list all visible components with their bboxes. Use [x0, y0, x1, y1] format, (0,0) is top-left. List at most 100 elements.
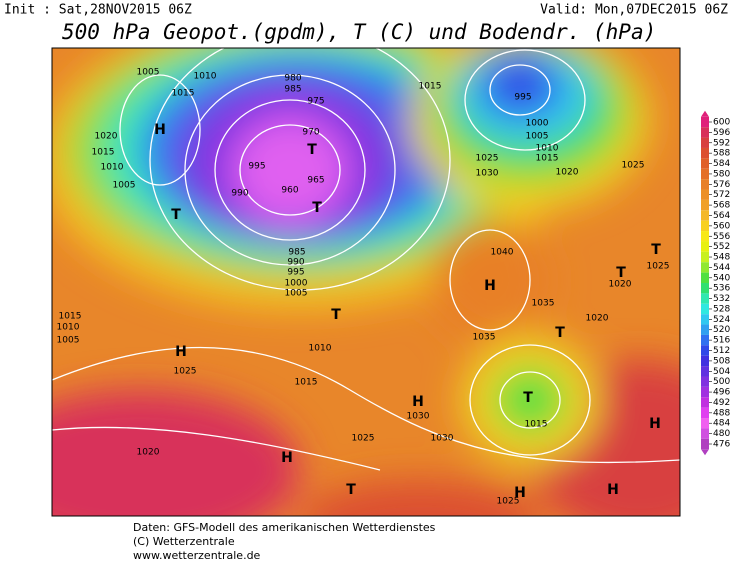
pressure-label: 1015: [59, 312, 82, 322]
valid-time: Valid: Mon,07DEC2015 06Z: [540, 3, 728, 18]
colorbar-swatch: [701, 262, 709, 273]
colorbar-swatch: [701, 241, 709, 252]
pressure-label: 1015: [172, 89, 195, 99]
pressure-label: 1040: [491, 248, 514, 258]
pressure-label: 1015: [419, 82, 442, 92]
pressure-label: 1025: [647, 262, 670, 272]
pressure-label: 1030: [407, 412, 430, 422]
pressure-label: 1010: [57, 323, 80, 333]
footer-line: (C) Wetterzentrale: [133, 535, 235, 548]
colorbar-label: 568: [713, 201, 730, 211]
colorbar-swatch: [701, 137, 709, 148]
pressure-label: 1010: [101, 163, 124, 173]
pressure-label: 1020: [586, 314, 609, 324]
pressure-label: 1020: [137, 448, 160, 458]
colorbar-label: 536: [713, 284, 730, 294]
pressure-label: 1025: [622, 161, 645, 171]
footer-line: Daten: GFS-Modell des amerikanischen Wet…: [133, 521, 436, 534]
colorbar-label: 512: [713, 346, 730, 356]
colorbar-label: 540: [713, 273, 730, 283]
colorbar-label: 576: [713, 180, 730, 190]
low-marker: T: [307, 142, 317, 158]
pressure-label: 1020: [95, 132, 118, 142]
colorbar-swatch: [701, 127, 709, 138]
pressure-label: 1025: [174, 367, 197, 377]
colorbar-label: 488: [713, 408, 730, 418]
pressure-label: 1005: [526, 132, 549, 142]
colorbar-swatch: [701, 210, 709, 221]
colorbar-label: 548: [713, 253, 730, 263]
colorbar-swatch: [701, 355, 709, 367]
colorbar-label: 484: [713, 419, 730, 429]
high-marker: H: [154, 122, 166, 138]
colorbar-label: 564: [713, 211, 730, 221]
colorbar-label: 492: [713, 398, 730, 408]
colorbar-label: 592: [713, 138, 730, 148]
contours: [52, 48, 680, 471]
pressure-label: 975: [307, 97, 324, 107]
pressure-label: 1005: [57, 336, 80, 346]
high-marker: H: [175, 344, 187, 360]
pressure-label: 1005: [285, 289, 308, 299]
pressure-label: 960: [281, 186, 298, 196]
colorbar-swatch: [701, 199, 709, 211]
colorbar-label: 508: [713, 356, 730, 366]
pressure-label: 1010: [309, 344, 332, 354]
init-time: Init : Sat,28NOV2015 06Z: [4, 3, 192, 18]
pressure-label: 965: [307, 176, 324, 186]
colorbar-label: 556: [713, 232, 730, 242]
colorbar-swatch: [701, 345, 709, 356]
field: [52, 48, 680, 516]
colorbar-label: 480: [713, 429, 730, 439]
pressure-label: 985: [288, 248, 305, 258]
colorbar-label: 524: [713, 315, 730, 325]
colorbar-swatch: [701, 303, 709, 315]
colorbar-swatch: [701, 407, 709, 419]
colorbar-swatch: [701, 324, 709, 335]
colorbar-swatch: [701, 231, 709, 242]
colorbar-swatch: [701, 366, 709, 377]
colorbar-label: 504: [713, 367, 730, 377]
low-marker: T: [555, 325, 565, 341]
pressure-label: 995: [287, 268, 304, 278]
high-marker: H: [281, 450, 293, 466]
pressure-label: 1015: [92, 148, 115, 158]
pressure-label: 990: [231, 189, 248, 199]
colorbar-swatch: [701, 189, 709, 200]
colorbar-arrow: [701, 110, 709, 117]
colorbar-swatch: [701, 376, 709, 387]
colorbar-label: 584: [713, 159, 730, 169]
pressure-label: 1015: [536, 154, 559, 164]
pressure-label: 1030: [431, 434, 454, 444]
colorbar-label: 596: [713, 128, 730, 138]
low-marker: T: [346, 482, 356, 498]
colorbar-swatch: [701, 428, 709, 439]
map-title: 500 hPa Geopot.(gpdm), T (C) und Bodendr…: [62, 20, 656, 44]
colorbar-label: 516: [713, 336, 730, 346]
high-marker: H: [484, 278, 496, 294]
colorbar-swatch: [701, 272, 709, 283]
colorbar-label: 588: [713, 149, 730, 159]
low-marker: T: [171, 207, 181, 223]
pressure-label: 990: [287, 258, 304, 268]
colorbar-label: 560: [713, 221, 730, 231]
pressure-label: 1005: [113, 181, 136, 191]
colorbar-label: 600: [713, 118, 730, 128]
colorbar-swatch: [701, 158, 709, 169]
high-marker: H: [514, 485, 526, 501]
pressure-label: 970: [302, 128, 319, 138]
colorbar-label: 528: [713, 304, 730, 314]
pressure-label: 1035: [532, 299, 555, 309]
pressure-label: 1025: [497, 497, 520, 507]
pressure-label: 1000: [285, 279, 308, 289]
colorbar-swatch: [701, 168, 709, 180]
colorbar-swatch: [701, 314, 709, 325]
colorbar-swatch: [701, 179, 709, 190]
colorbar-label: 552: [713, 242, 730, 252]
pressure-label: 1005: [137, 68, 160, 78]
colorbar-label: 544: [713, 263, 730, 273]
pressure-label: 1000: [526, 119, 549, 129]
pressure-label: 985: [284, 85, 301, 95]
high-marker: H: [412, 394, 424, 410]
